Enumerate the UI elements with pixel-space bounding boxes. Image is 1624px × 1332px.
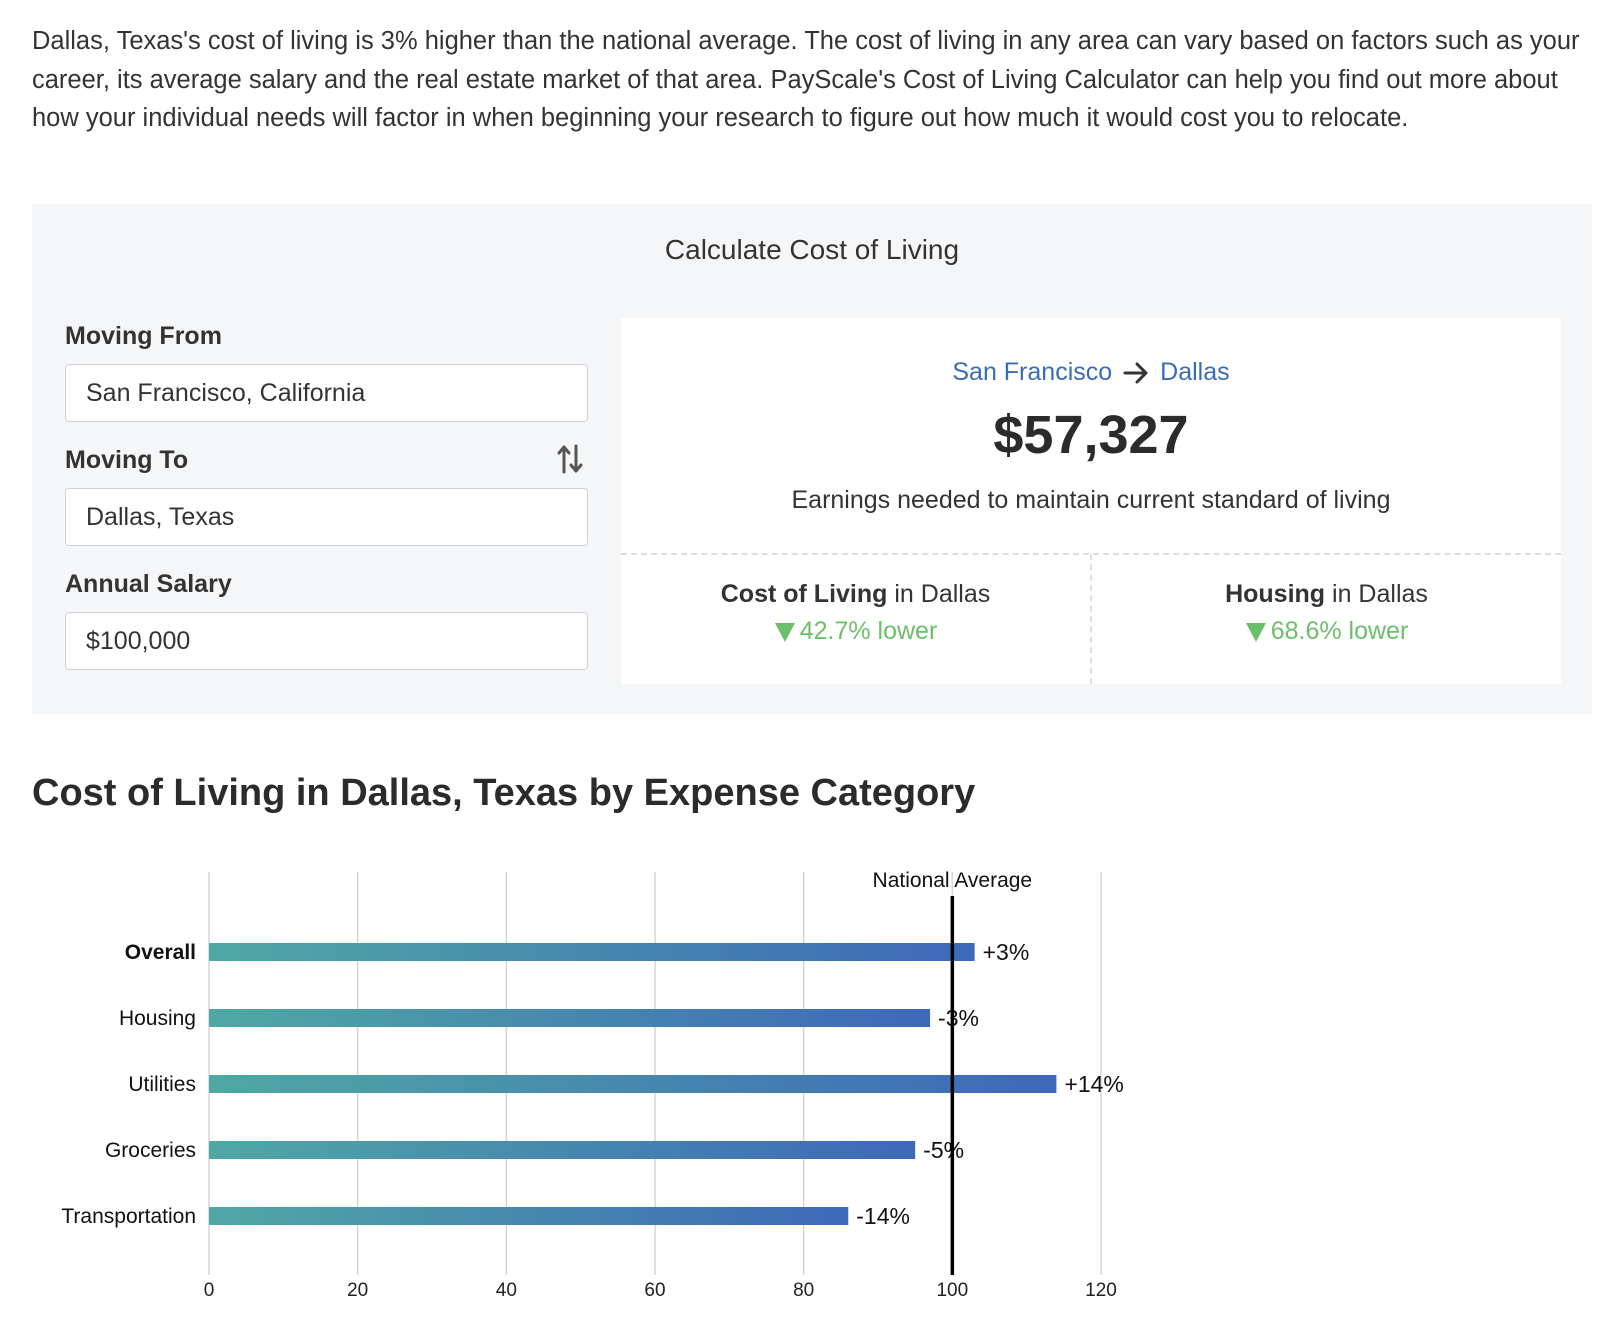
earnings-description: Earnings needed to maintain current stan… xyxy=(791,486,1391,514)
bar-overall[interactable] xyxy=(209,943,975,961)
housing-value: 68.6% lower xyxy=(1270,617,1409,645)
moving-to-input[interactable] xyxy=(65,488,588,546)
cost-of-living-city: in Dallas xyxy=(894,580,991,608)
result-card: San Francisco Dallas $57,327 Earnings ne… xyxy=(621,318,1561,684)
moving-from-label: Moving From xyxy=(65,322,222,350)
category-label: Overall xyxy=(125,941,196,964)
bar-value-label: -5% xyxy=(923,1137,964,1163)
category-label: Groceries xyxy=(105,1139,196,1162)
housing-label: Housing xyxy=(1225,580,1326,608)
route: San Francisco Dallas xyxy=(621,358,1561,387)
cost-of-living-label: Cost of Living xyxy=(720,580,888,608)
category-label: Housing xyxy=(119,1007,196,1030)
bar-value-label: +3% xyxy=(983,939,1030,965)
triangle-down-icon xyxy=(774,622,795,642)
bar-value-label: -3% xyxy=(938,1005,979,1031)
housing-stat: Housing in Dallas 68.6% lower xyxy=(1092,580,1561,646)
bar-value-label: -14% xyxy=(856,1203,910,1229)
x-tick-label: 60 xyxy=(644,1280,665,1301)
x-tick-label: 120 xyxy=(1085,1280,1117,1301)
bar-housing[interactable] xyxy=(209,1009,931,1027)
annual-salary-input[interactable] xyxy=(65,612,588,670)
bar-groceries[interactable] xyxy=(209,1141,916,1159)
category-label: Transportation xyxy=(61,1205,196,1228)
x-tick-label: 80 xyxy=(793,1280,814,1301)
moving-from-input[interactable] xyxy=(65,364,588,422)
to-city-link[interactable]: Dallas xyxy=(1160,358,1230,386)
x-tick-label: 40 xyxy=(496,1280,517,1301)
calculator-title: Calculate Cost of Living xyxy=(664,234,960,265)
required-earnings: $57,327 xyxy=(993,405,1189,465)
x-tick-label: 20 xyxy=(347,1280,368,1301)
cost-of-living-stat: Cost of Living in Dallas 42.7% lower xyxy=(621,580,1090,646)
cost-of-living-value: 42.7% lower xyxy=(799,617,938,645)
triangle-down-icon xyxy=(1245,622,1266,642)
category-label: Utilities xyxy=(128,1073,196,1096)
swap-cities-button[interactable] xyxy=(556,442,584,476)
swap-vertical-icon xyxy=(557,444,583,474)
housing-city: in Dallas xyxy=(1332,580,1428,608)
arrow-right-icon xyxy=(1123,362,1148,383)
moving-to-label: Moving To xyxy=(65,446,189,474)
bar-value-label: +14% xyxy=(1064,1071,1123,1097)
annual-salary-label: Annual Salary xyxy=(65,570,232,598)
x-tick-label: 100 xyxy=(936,1280,968,1301)
x-tick-label: 0 xyxy=(204,1280,215,1301)
stat-divider xyxy=(1090,554,1092,684)
section-title: Cost of Living in Dallas, Texas by Expen… xyxy=(32,772,976,814)
from-city-link[interactable]: San Francisco xyxy=(952,358,1113,386)
cost-calculator: Calculate Cost of Living Moving From Mov… xyxy=(32,204,1592,714)
national-average-label: National Average xyxy=(873,869,1033,892)
bar-utilities[interactable] xyxy=(209,1075,1057,1093)
bar-transportation[interactable] xyxy=(209,1207,849,1225)
expense-category-chart: 0 20 40 60 80 100 120 Overall +3% Housing -3% Utili… xyxy=(61,869,1123,1301)
intro-paragraph: Dallas, Texas's cost of living is 3% hig… xyxy=(32,27,1580,132)
